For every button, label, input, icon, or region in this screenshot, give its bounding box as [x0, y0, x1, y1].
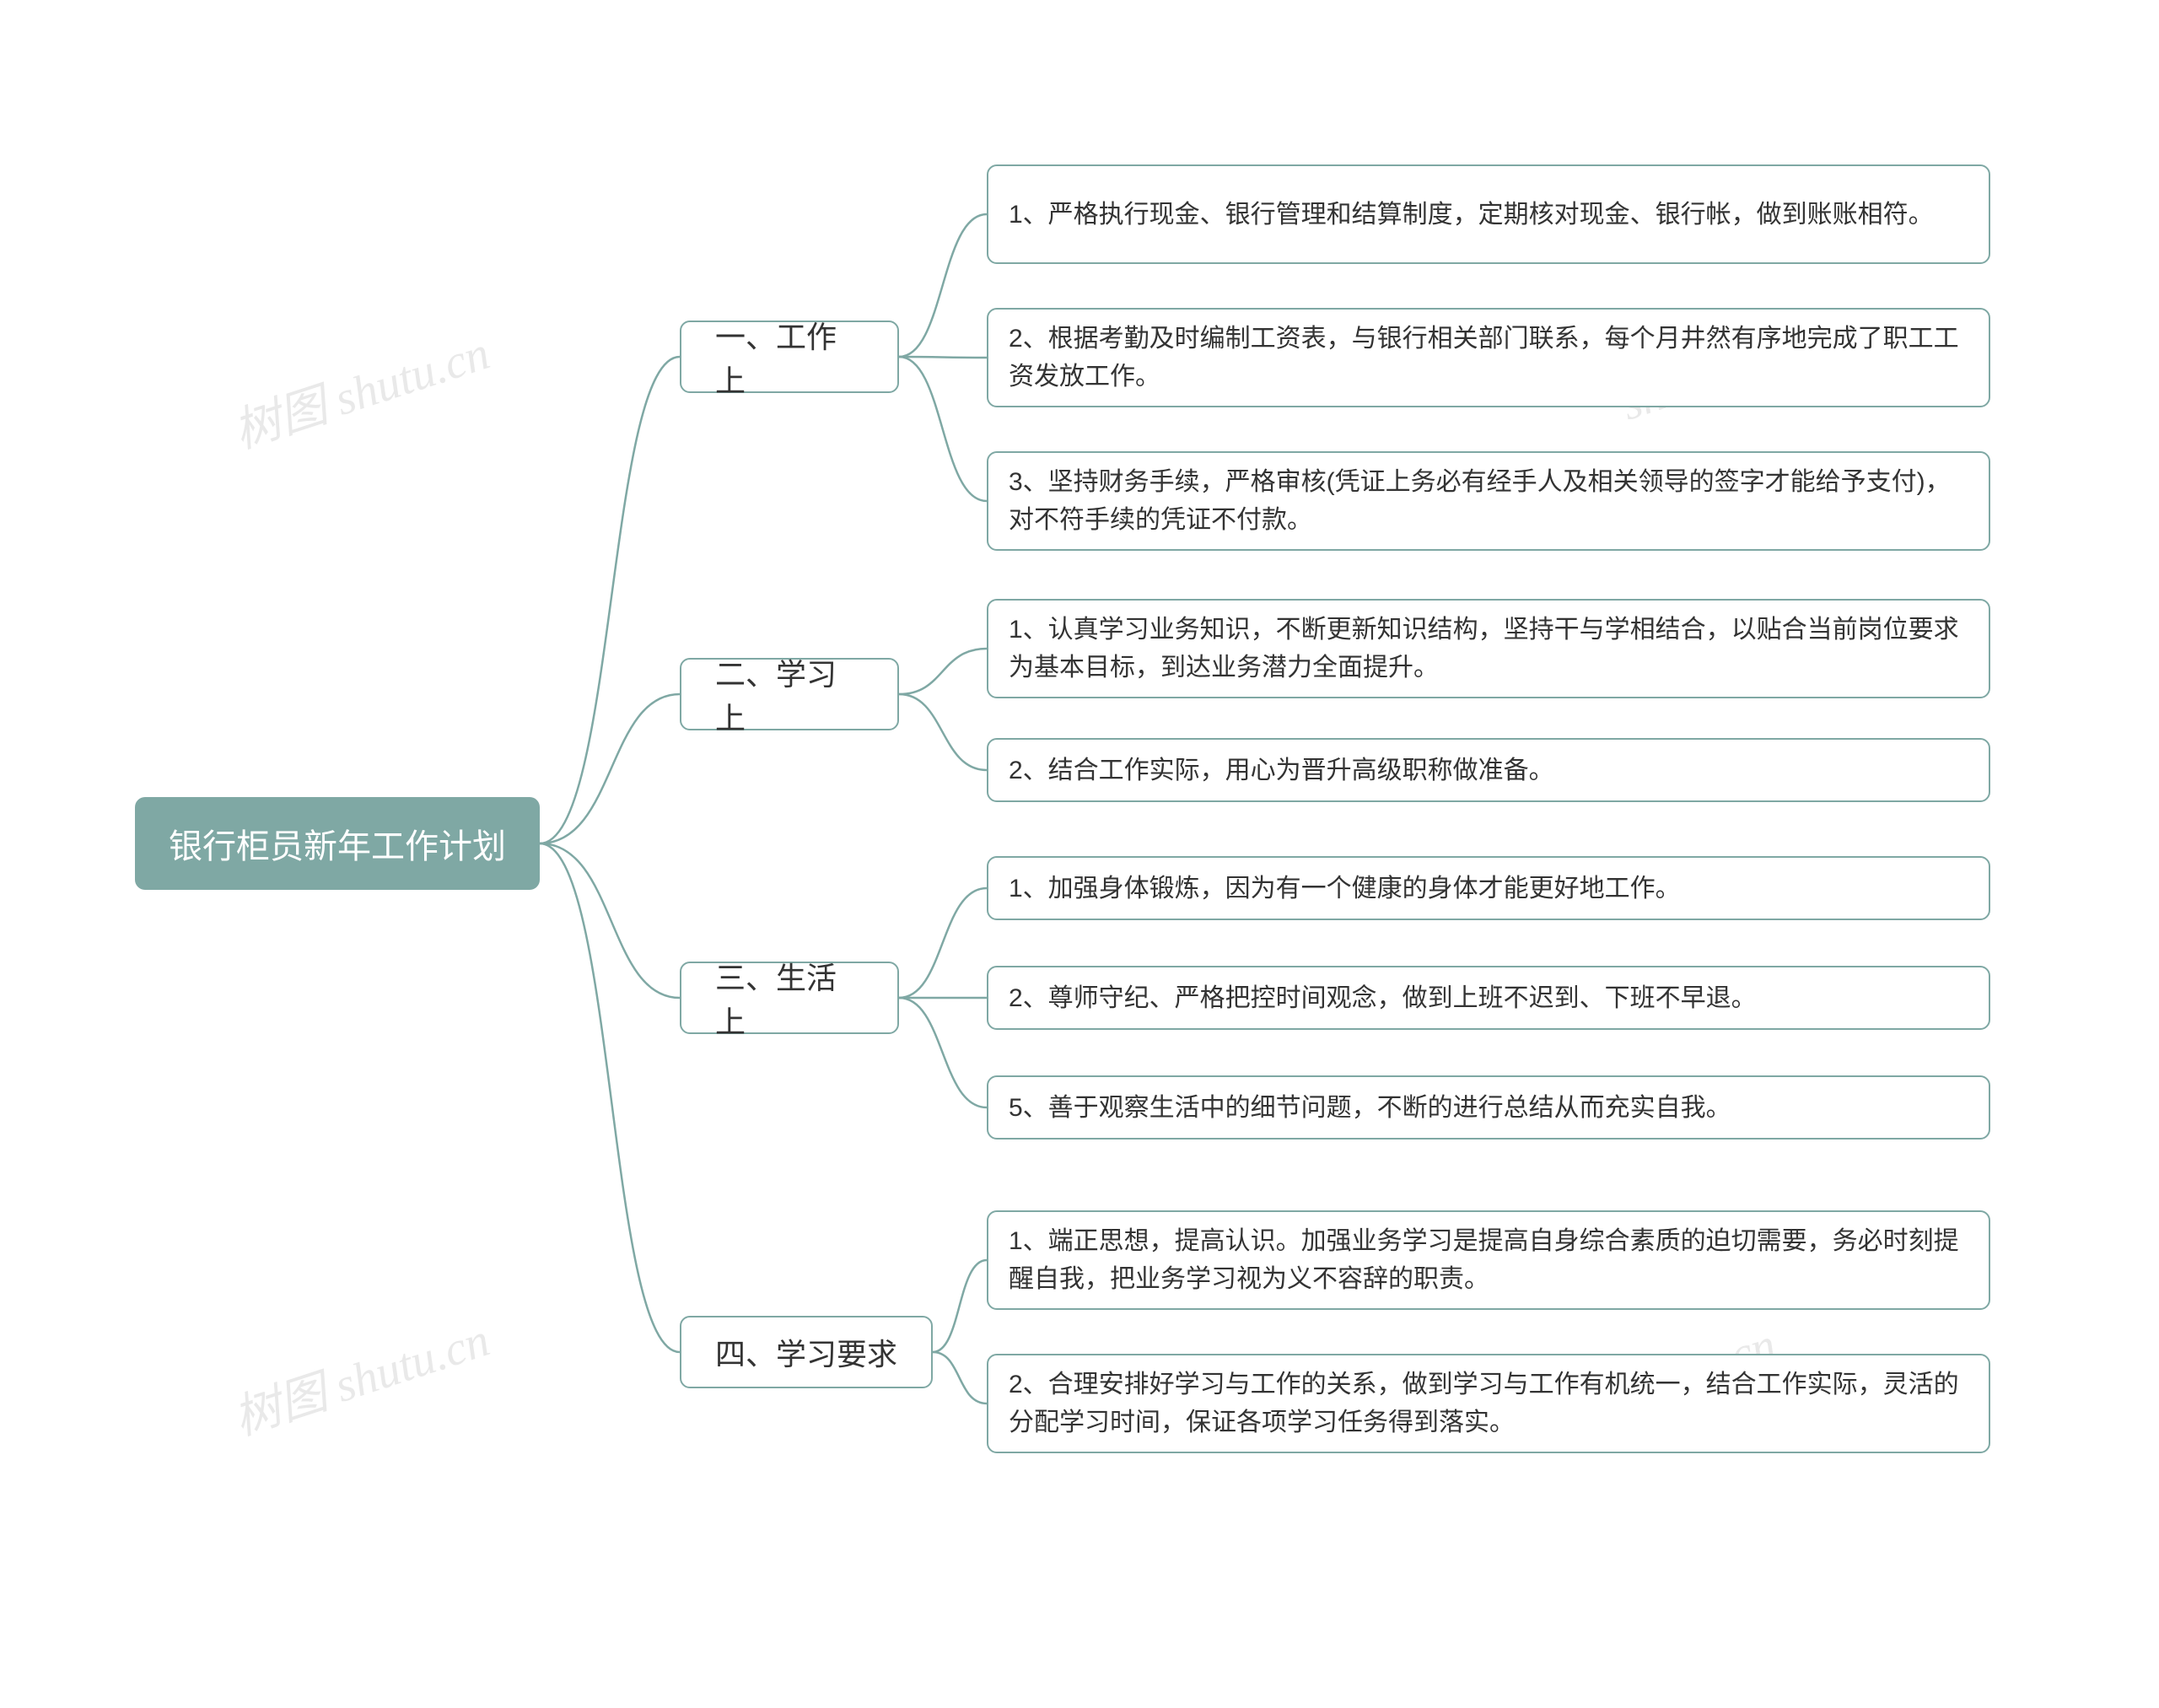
branch-label: 四、学习要求	[715, 1330, 897, 1374]
leaf-label: 2、结合工作实际，用心为晋升高级职称做准备。	[1009, 752, 1554, 789]
leaf-label: 2、合理安排好学习与工作的关系，做到学习与工作有机统一，结合工作实际，灵活的分配…	[1009, 1366, 1968, 1441]
branch-label: 二、学习上	[715, 650, 864, 738]
leaf-label: 1、端正思想，提高认识。加强业务学习是提高自身综合素质的迫切需要，务必时刻提醒自…	[1009, 1222, 1968, 1298]
leaf-node[interactable]: 2、合理安排好学习与工作的关系，做到学习与工作有机统一，结合工作实际，灵活的分配…	[987, 1354, 1990, 1453]
branch-label: 三、生活上	[715, 954, 864, 1042]
leaf-node[interactable]: 2、根据考勤及时编制工资表，与银行相关部门联系，每个月井然有序地完成了职工工资发…	[987, 308, 1990, 407]
root-label: 银行柜员新年工作计划	[169, 819, 506, 868]
branch-node-work[interactable]: 一、工作上	[680, 321, 899, 393]
mindmap-canvas: 树图 shutu.cn 树图 shutu.cn shutu.cn shutu.c…	[0, 0, 2159, 1708]
leaf-node[interactable]: 3、坚持财务手续，严格审核(凭证上务必有经手人及相关领导的签字才能给予支付)，对…	[987, 451, 1990, 551]
leaf-node[interactable]: 1、加强身体锻炼，因为有一个健康的身体才能更好地工作。	[987, 856, 1990, 920]
branch-node-life[interactable]: 三、生活上	[680, 962, 899, 1034]
watermark: 树图 shutu.cn	[223, 315, 497, 461]
leaf-node[interactable]: 5、善于观察生活中的细节问题，不断的进行总结从而充实自我。	[987, 1075, 1990, 1140]
leaf-label: 5、善于观察生活中的细节问题，不断的进行总结从而充实自我。	[1009, 1089, 1731, 1127]
leaf-node[interactable]: 1、端正思想，提高认识。加强业务学习是提高自身综合素质的迫切需要，务必时刻提醒自…	[987, 1210, 1990, 1310]
leaf-label: 1、加强身体锻炼，因为有一个健康的身体才能更好地工作。	[1009, 870, 1681, 908]
leaf-node[interactable]: 2、结合工作实际，用心为晋升高级职称做准备。	[987, 738, 1990, 802]
root-node[interactable]: 银行柜员新年工作计划	[135, 797, 540, 890]
leaf-node[interactable]: 1、认真学习业务知识，不断更新知识结构，坚持干与学相结合，以贴合当前岗位要求为基…	[987, 599, 1990, 698]
leaf-node[interactable]: 2、尊师守纪、严格把控时间观念，做到上班不迟到、下班不早退。	[987, 966, 1990, 1030]
branch-node-study-req[interactable]: 四、学习要求	[680, 1316, 933, 1388]
leaf-node[interactable]: 1、严格执行现金、银行管理和结算制度，定期核对现金、银行帐，做到账账相符。	[987, 164, 1990, 264]
watermark: 树图 shutu.cn	[223, 1301, 497, 1448]
branch-node-study[interactable]: 二、学习上	[680, 658, 899, 730]
leaf-label: 1、严格执行现金、银行管理和结算制度，定期核对现金、银行帐，做到账账相符。	[1009, 196, 1934, 234]
leaf-label: 1、认真学习业务知识，不断更新知识结构，坚持干与学相结合，以贴合当前岗位要求为基…	[1009, 611, 1968, 687]
branch-label: 一、工作上	[715, 313, 864, 401]
leaf-label: 2、根据考勤及时编制工资表，与银行相关部门联系，每个月井然有序地完成了职工工资发…	[1009, 320, 1968, 396]
leaf-label: 2、尊师守纪、严格把控时间观念，做到上班不迟到、下班不早退。	[1009, 979, 1757, 1017]
leaf-label: 3、坚持财务手续，严格审核(凭证上务必有经手人及相关领导的签字才能给予支付)，对…	[1009, 463, 1968, 539]
